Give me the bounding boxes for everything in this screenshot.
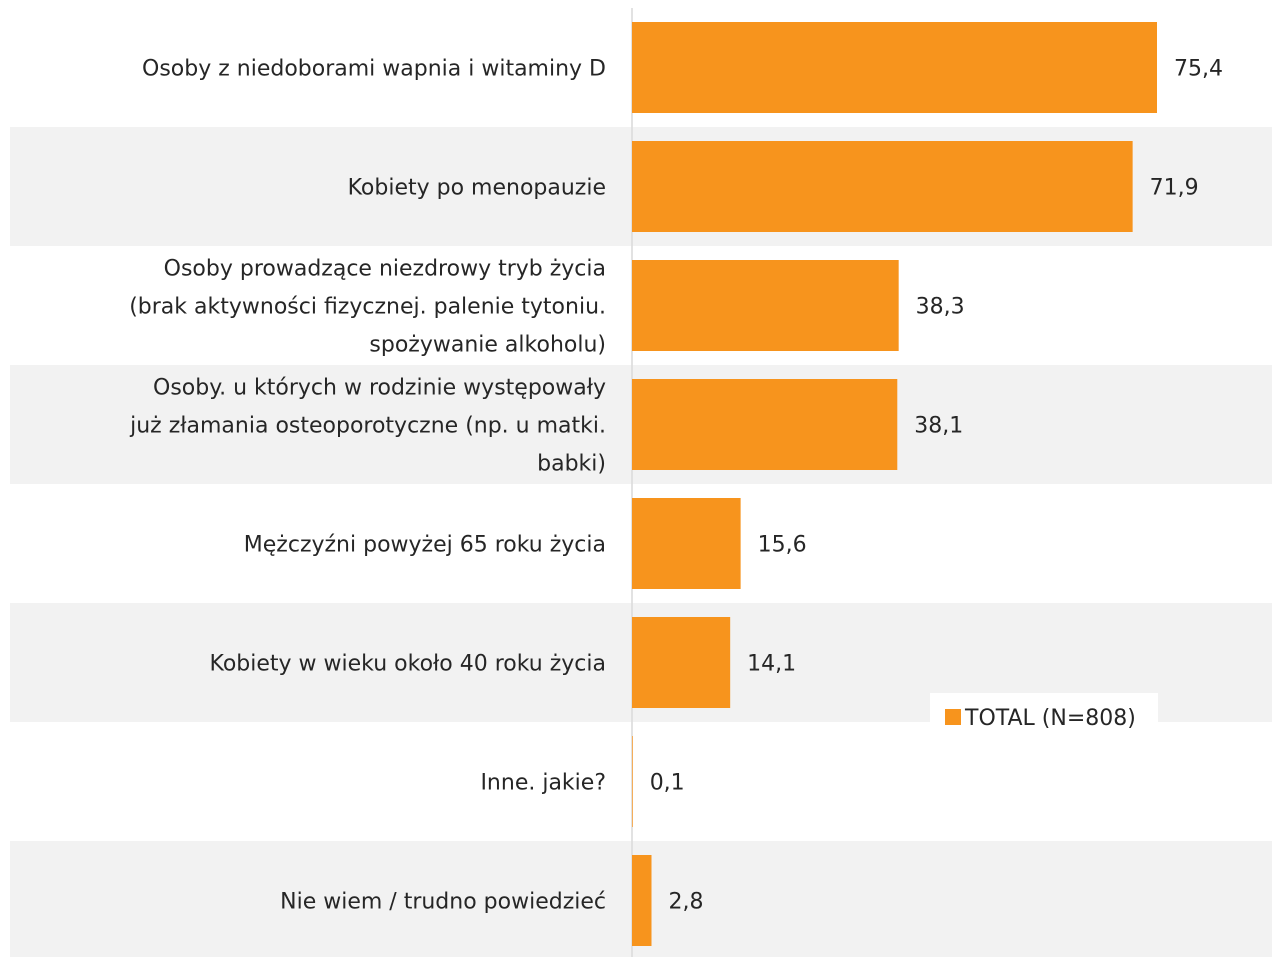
bar (632, 260, 899, 351)
category-label: Osoby z niedoborami wapnia i witaminy D (142, 57, 606, 82)
legend-label: TOTAL (N=808) (964, 706, 1136, 731)
legend-swatch (945, 709, 961, 725)
category-label: Kobiety w wieku około 40 roku życia (209, 652, 606, 677)
bar (632, 22, 1157, 113)
legend-background (930, 693, 1158, 741)
category-label: Inne. jakie? (480, 771, 606, 796)
bar (632, 498, 741, 589)
category-label: Nie wiem / trudno powiedzieć (280, 890, 606, 915)
bars (632, 22, 1157, 946)
value-labels: 75,4 71,9 38,3 38,1 15,6 14,1 0,1 2,8 (650, 57, 1223, 915)
value-label: 15,6 (758, 533, 807, 558)
bar (632, 379, 898, 470)
bar (632, 141, 1133, 232)
bar (632, 855, 652, 946)
value-label: 38,1 (914, 414, 963, 439)
bar (632, 617, 731, 708)
category-label: Mężczyźni powyżej 65 roku życia (244, 533, 606, 558)
value-label: 14,1 (747, 652, 796, 677)
value-label: 75,4 (1174, 57, 1223, 82)
category-label: Kobiety po menopauzie (348, 176, 606, 201)
legend: TOTAL (N=808) (930, 693, 1158, 741)
category-labels: Osoby z niedoborami wapnia i witaminy D K… (129, 57, 606, 915)
value-label: 0,1 (650, 771, 685, 796)
category-label: Osoby. u których w rodzinie występowały j… (129, 376, 606, 477)
value-label: 2,8 (668, 890, 703, 915)
category-label: Osoby prowadzące niezdrowy tryb życia (br… (129, 257, 606, 358)
value-label: 38,3 (916, 295, 965, 320)
bar (632, 736, 633, 827)
value-label: 71,9 (1150, 176, 1199, 201)
